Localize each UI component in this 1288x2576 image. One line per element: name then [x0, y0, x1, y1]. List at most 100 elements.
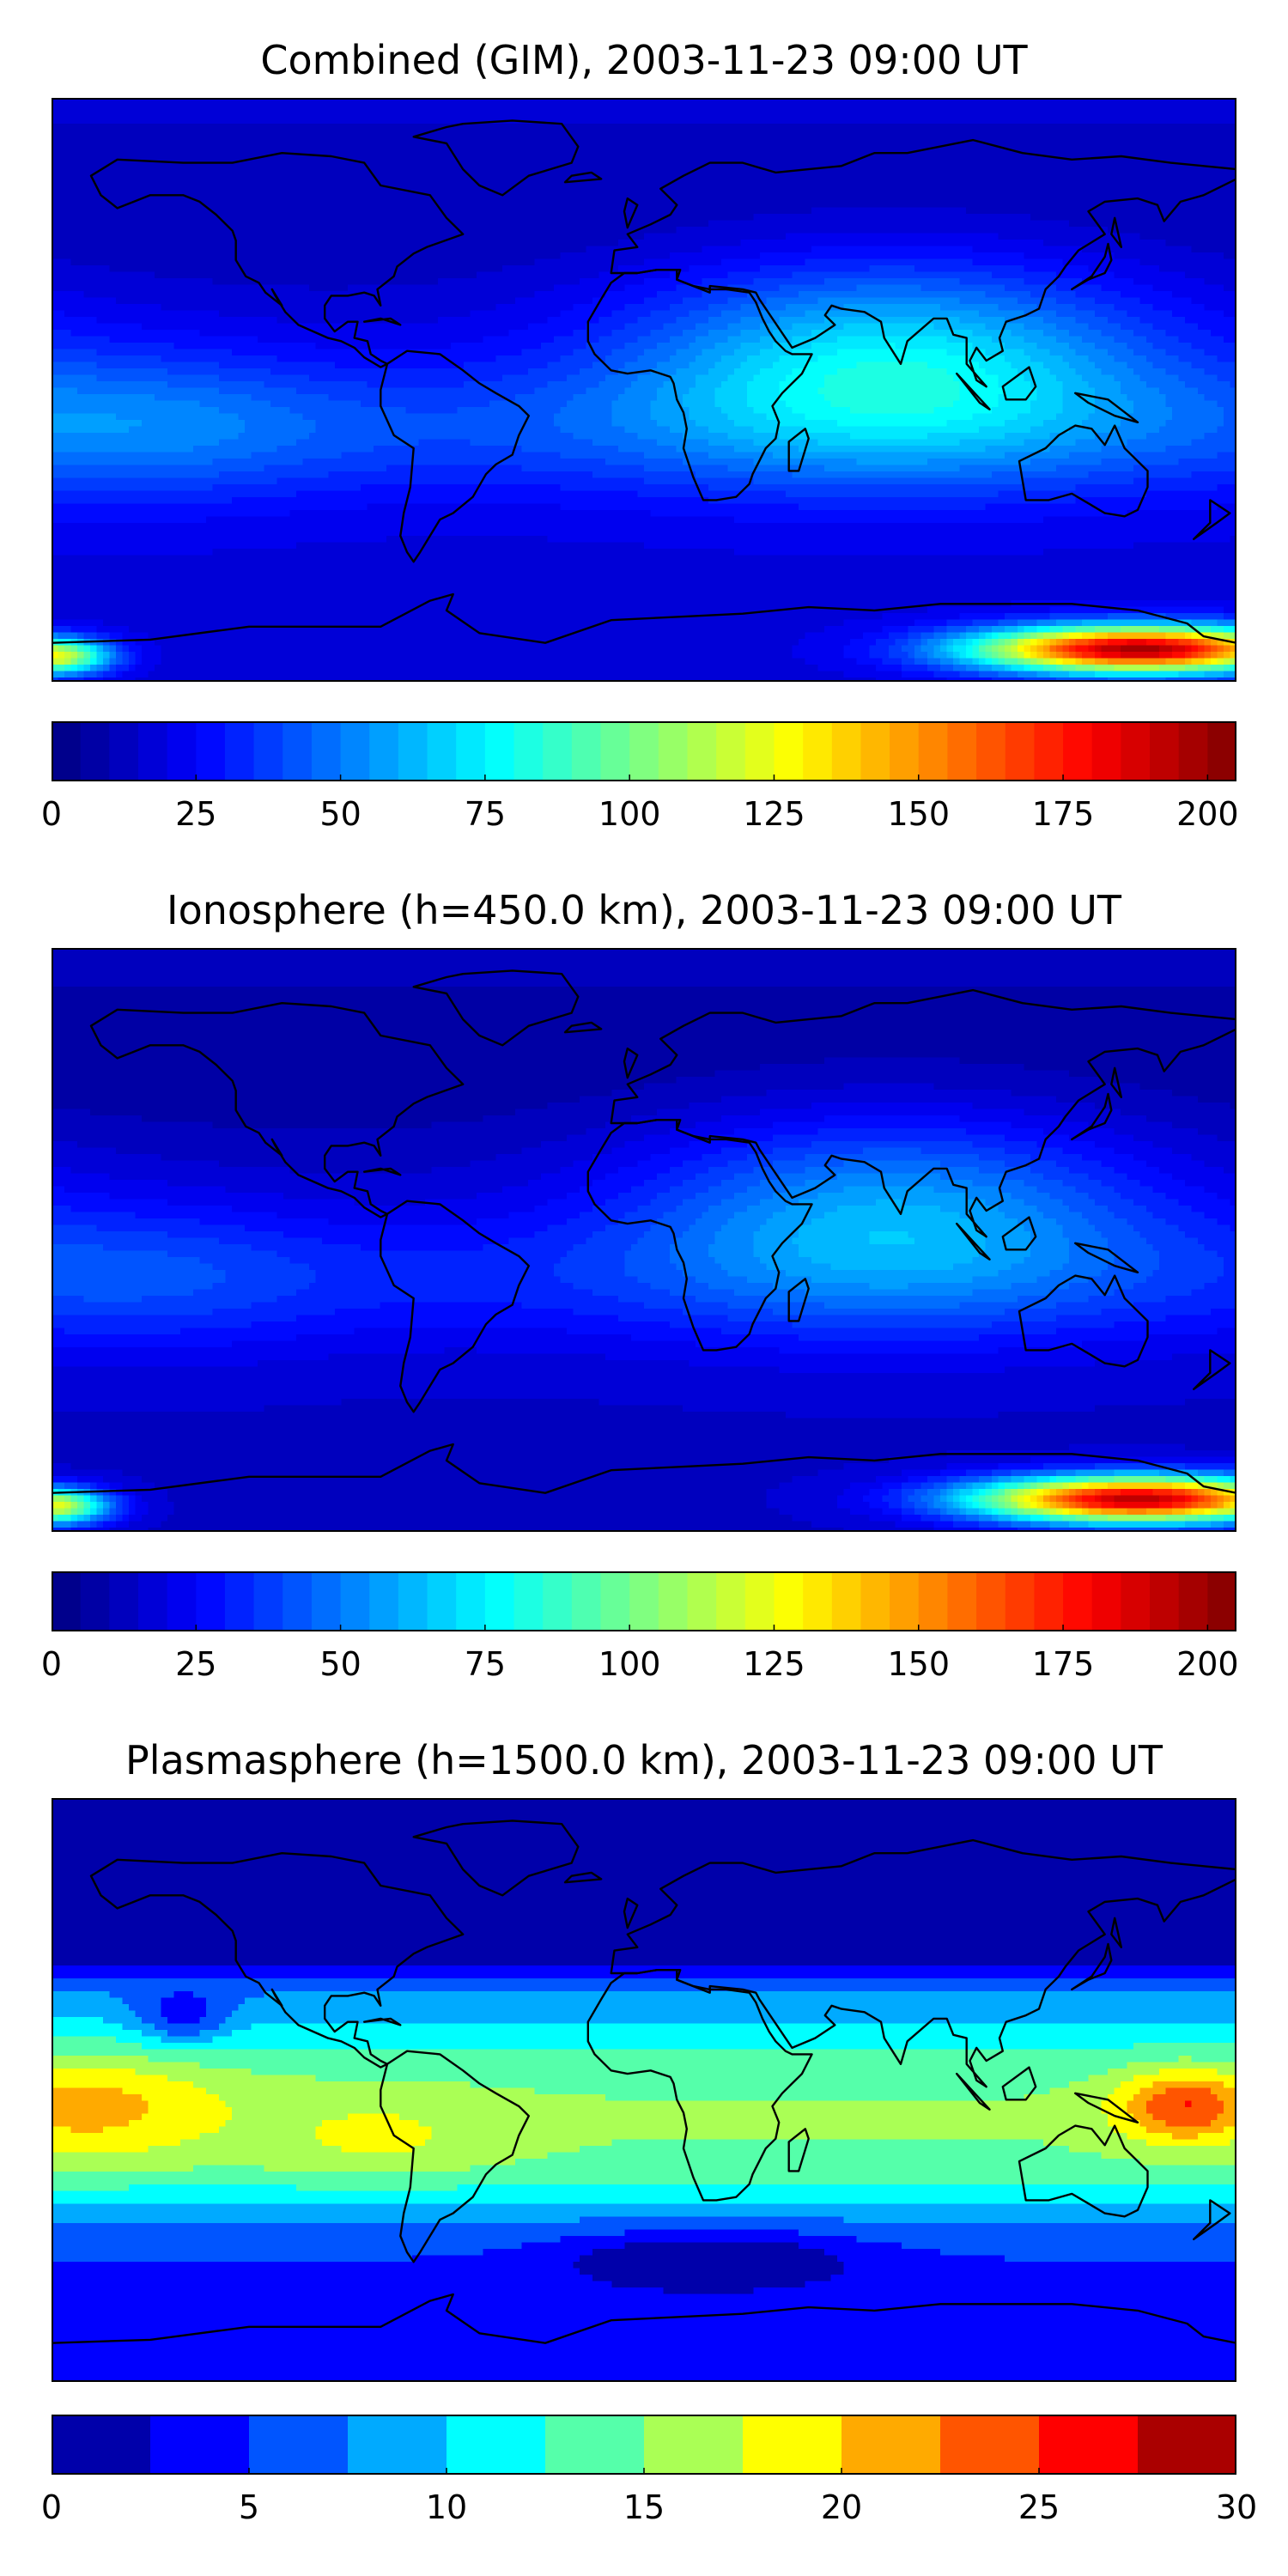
heatmap-cell — [895, 265, 902, 273]
heatmap-cell — [914, 207, 922, 215]
heatmap-cell — [696, 137, 703, 144]
heatmap-cell — [837, 104, 845, 112]
heatmap-cell — [631, 149, 639, 157]
heatmap-cell — [418, 252, 426, 260]
heatmap-cell — [392, 162, 400, 170]
heatmap-cell — [1018, 252, 1025, 260]
heatmap-cell — [361, 117, 368, 125]
heatmap-cell — [683, 252, 690, 260]
heatmap-cell — [1139, 162, 1147, 170]
heatmap-cell — [309, 175, 317, 183]
heatmap-cell — [289, 233, 297, 240]
heatmap-cell — [895, 181, 902, 189]
heatmap-cell — [920, 252, 928, 260]
heatmap-cell — [1133, 214, 1141, 222]
heatmap-cell — [283, 240, 291, 247]
heatmap-cell — [109, 246, 117, 253]
heatmap-cell — [773, 252, 781, 260]
heatmap-cell — [148, 252, 155, 260]
heatmap-cell — [502, 168, 510, 176]
heatmap-cell — [225, 162, 233, 170]
heatmap-cell — [341, 207, 349, 215]
heatmap-cell — [309, 258, 317, 266]
heatmap-cell — [122, 168, 130, 176]
heatmap-cell — [920, 233, 928, 240]
heatmap-cell — [895, 137, 902, 144]
heatmap-cell — [167, 149, 175, 157]
heatmap-cell — [232, 130, 240, 137]
heatmap-cell — [374, 194, 381, 202]
heatmap-cell — [161, 220, 168, 228]
heatmap-cell — [167, 124, 175, 131]
heatmap-cell — [1230, 258, 1236, 266]
heatmap-cell — [1121, 214, 1128, 222]
heatmap-cell — [374, 252, 381, 260]
heatmap-cell — [1191, 220, 1199, 228]
heatmap-cell — [1082, 124, 1090, 131]
heatmap-cell — [644, 227, 652, 234]
heatmap-cell — [611, 111, 619, 118]
heatmap-cell — [444, 201, 452, 209]
heatmap-cell — [1088, 188, 1096, 196]
heatmap-cell — [309, 201, 317, 209]
heatmap-cell — [966, 181, 974, 189]
heatmap-cell — [998, 143, 1005, 150]
heatmap-cell — [1127, 149, 1134, 157]
heatmap-cell — [161, 111, 168, 118]
heatmap-cell — [920, 246, 928, 253]
heatmap-cell — [495, 162, 503, 170]
heatmap-cell — [696, 98, 703, 106]
heatmap-cell — [1075, 252, 1083, 260]
heatmap-cell — [283, 130, 291, 137]
heatmap-cell — [869, 104, 877, 112]
heatmap-cell — [212, 265, 220, 273]
heatmap-cell — [805, 207, 812, 215]
heatmap-cell — [1088, 233, 1096, 240]
heatmap-cell — [264, 143, 271, 150]
heatmap-cell — [405, 207, 413, 215]
heatmap-cell — [315, 214, 323, 222]
heatmap-cell — [799, 168, 806, 176]
heatmap-cell — [1062, 220, 1070, 228]
heatmap-cell — [180, 155, 188, 163]
heatmap-cell — [155, 137, 162, 144]
heatmap-cell — [914, 162, 922, 170]
heatmap-cell — [631, 143, 639, 150]
heatmap-cell — [289, 201, 297, 209]
heatmap-cell — [1101, 117, 1109, 125]
heatmap-cell — [753, 214, 761, 222]
heatmap-cell — [644, 252, 652, 260]
heatmap-cell — [399, 265, 407, 273]
heatmap-cell — [58, 104, 65, 112]
heatmap-cell — [611, 181, 619, 189]
heatmap-cell — [799, 143, 806, 150]
heatmap-cell — [843, 181, 851, 189]
heatmap-cell — [1127, 117, 1134, 125]
heatmap-cell — [605, 111, 613, 118]
heatmap-cell — [1185, 227, 1193, 234]
heatmap-cell — [232, 162, 240, 170]
heatmap-cell — [508, 168, 516, 176]
heatmap-cell — [521, 233, 529, 240]
heatmap-cell — [245, 181, 252, 189]
heatmap-cell — [592, 130, 600, 137]
heatmap-cell — [258, 155, 265, 163]
heatmap-cell — [747, 252, 755, 260]
heatmap-cell — [122, 207, 130, 215]
heatmap-cell — [920, 162, 928, 170]
heatmap-cell — [515, 168, 523, 176]
heatmap-cell — [817, 252, 825, 260]
heatmap-cell — [116, 130, 124, 137]
heatmap-cell — [1005, 240, 1012, 247]
heatmap-cell — [863, 194, 871, 202]
heatmap-cell — [431, 220, 439, 228]
heatmap-cell — [374, 104, 381, 112]
heatmap-cell — [1018, 104, 1025, 112]
heatmap-cell — [1121, 246, 1128, 253]
heatmap-cell — [528, 227, 536, 234]
heatmap-cell — [1056, 252, 1064, 260]
heatmap-cell — [598, 194, 606, 202]
heatmap-cell — [302, 220, 310, 228]
heatmap-cell — [296, 201, 304, 209]
heatmap-cell — [876, 104, 884, 112]
